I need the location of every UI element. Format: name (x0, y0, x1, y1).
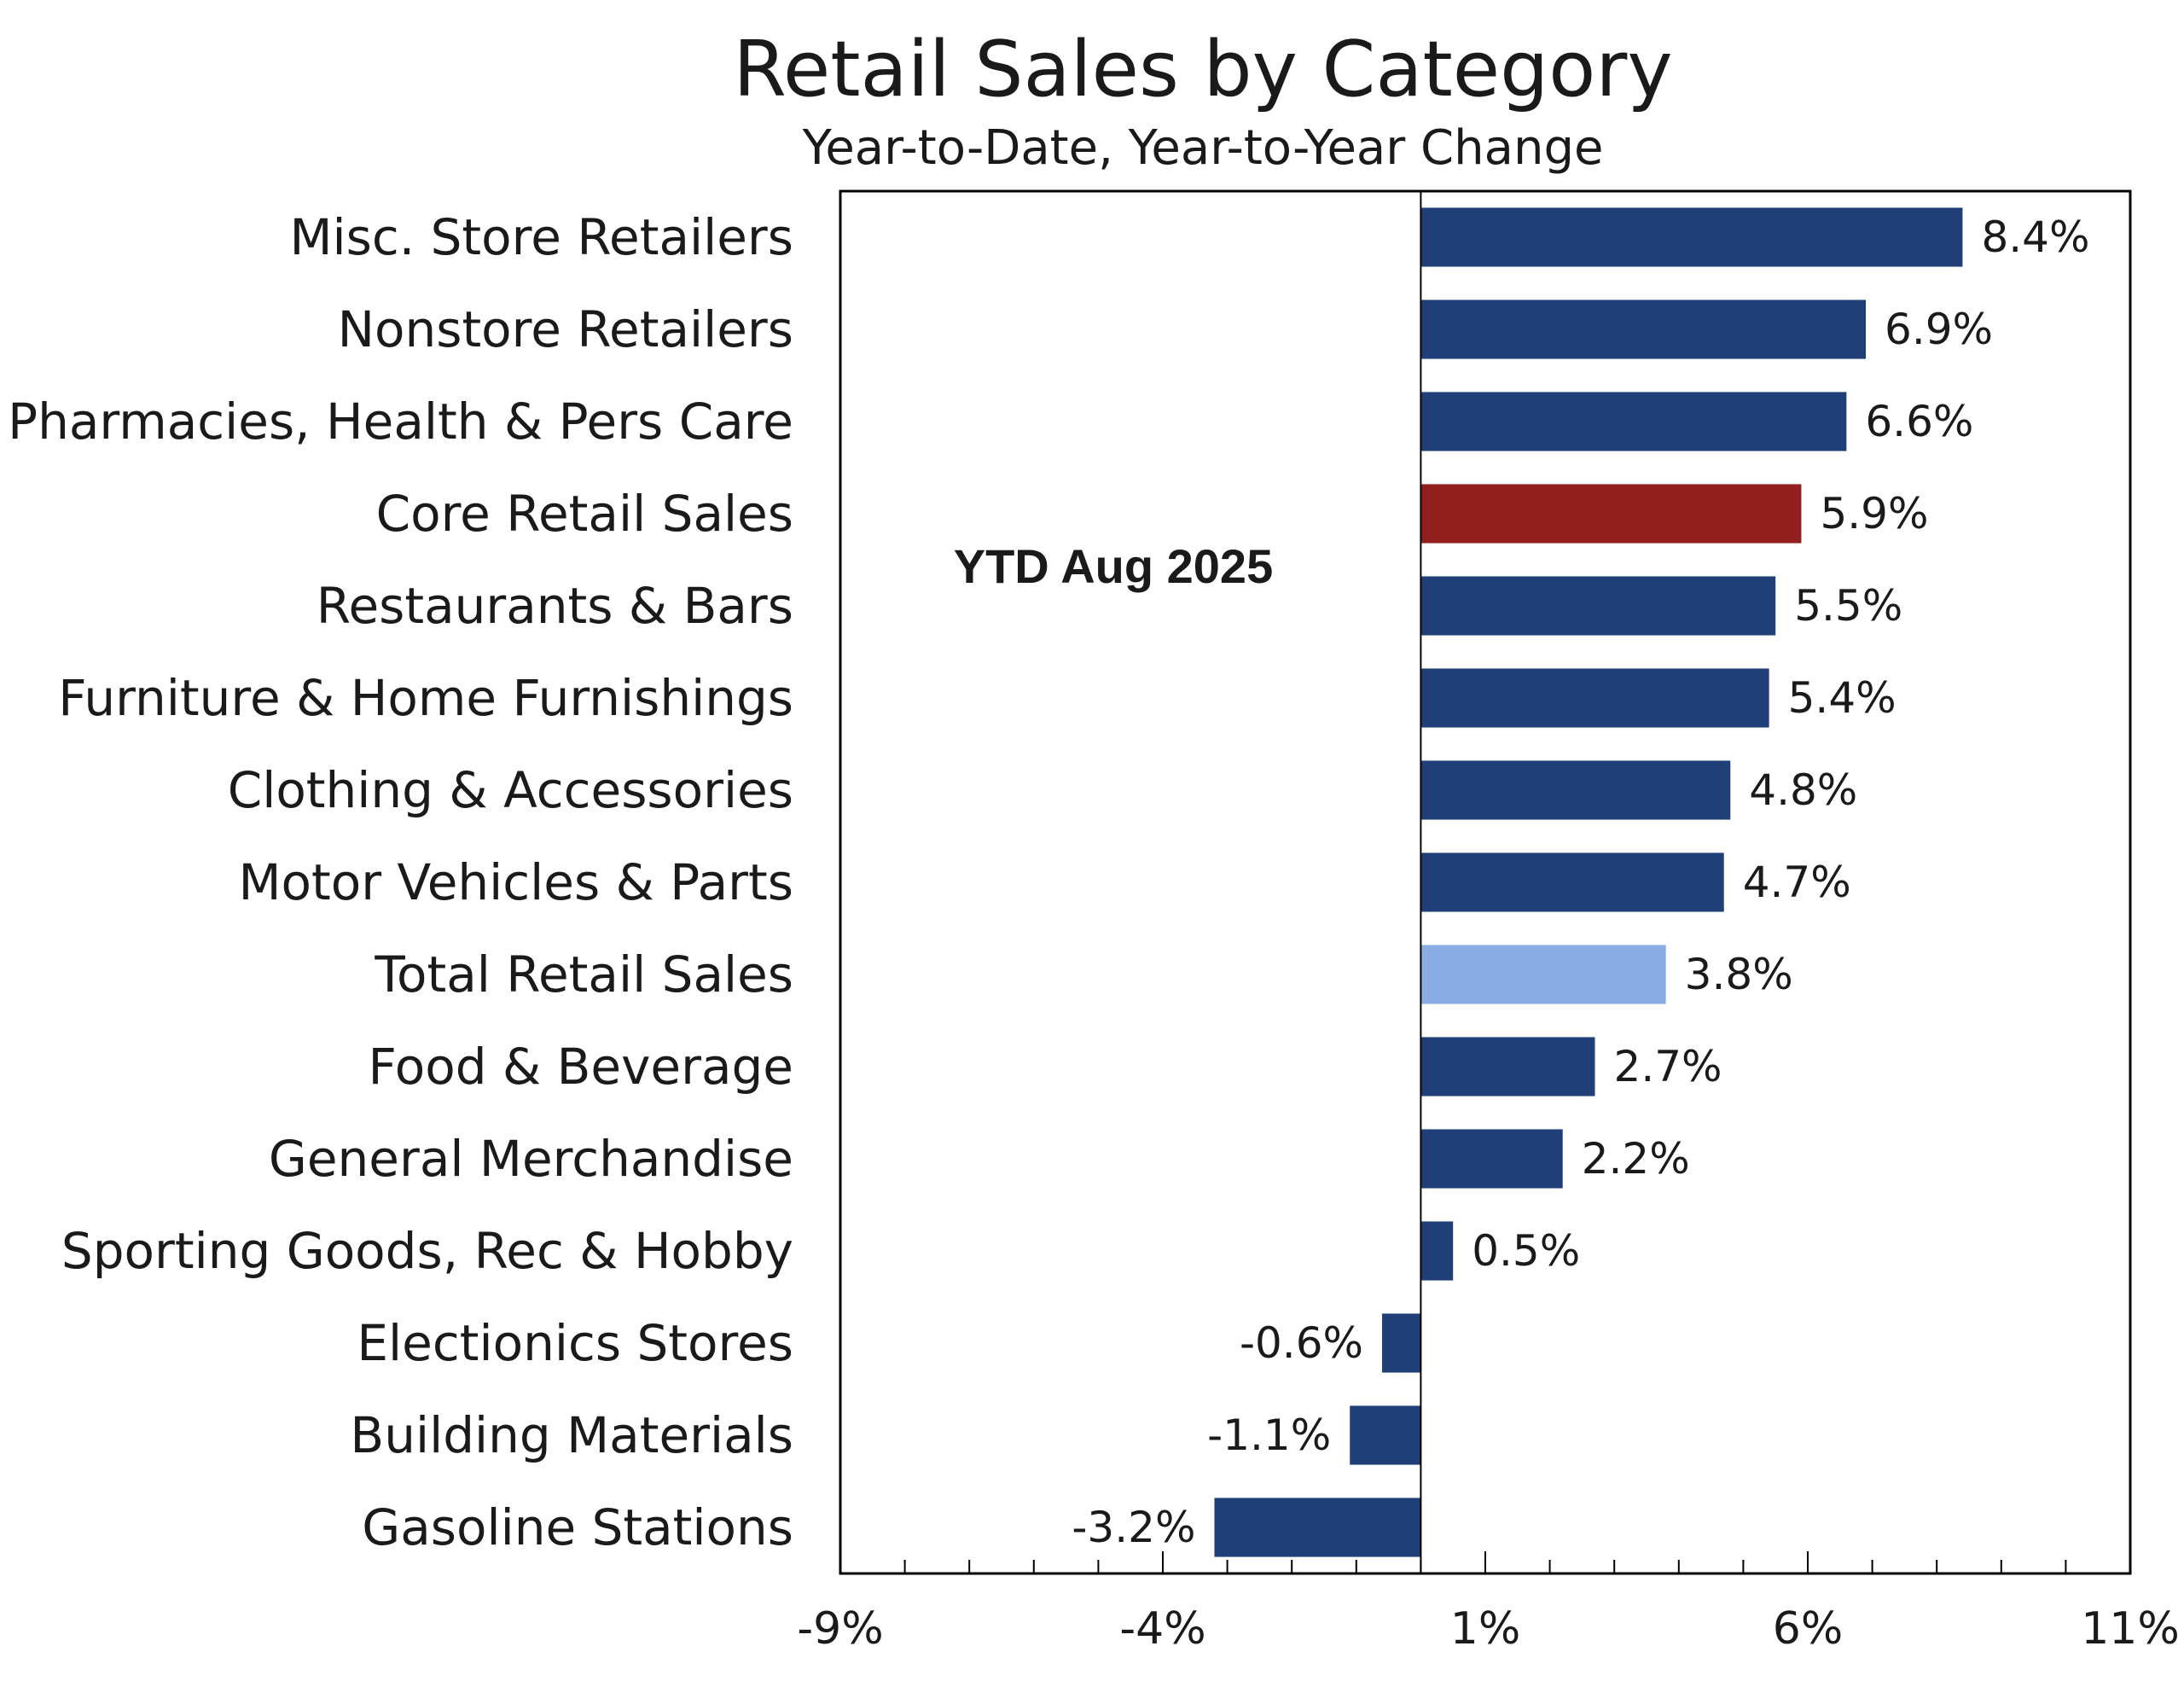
value-label-7: 4.7% (1743, 858, 1851, 907)
value-label-10: 2.2% (1582, 1134, 1690, 1184)
category-label-9: Food & Beverage (368, 1038, 793, 1096)
x-tick-label-3: 6% (1773, 1603, 1844, 1655)
chart-title: Retail Sales by Category (733, 25, 1672, 114)
category-label-14: Gasoline Stations (362, 1498, 793, 1556)
value-label-0: 8.4% (1981, 212, 2089, 262)
value-label-6: 4.8% (1749, 765, 1857, 815)
bar-4 (1420, 576, 1776, 636)
category-label-6: Clothing & Accessories (228, 761, 793, 819)
bar-2 (1420, 392, 1847, 451)
bar-11 (1420, 1221, 1454, 1281)
value-label-9: 2.7% (1614, 1042, 1722, 1091)
category-label-5: Furniture & Home Furnishings (58, 669, 793, 727)
bars-layer (1214, 207, 1963, 1557)
chart-subtitle: Year-to-Date, Year-to-Year Change (802, 120, 1604, 176)
category-label-0: Misc. Store Retailers (289, 208, 793, 266)
category-label-8: Total Retail Sales (374, 945, 793, 1003)
bar-5 (1420, 668, 1769, 728)
bar-6 (1420, 760, 1731, 820)
bar-3 (1420, 484, 1802, 544)
category-label-13: Building Materials (350, 1406, 793, 1464)
category-label-2: Pharmacies, Health & Pers Care (8, 393, 793, 451)
category-label-7: Motor Vehicles & Parts (239, 853, 794, 911)
value-label-5: 5.4% (1788, 673, 1896, 723)
value-label-11: 0.5% (1472, 1226, 1580, 1276)
bar-0 (1420, 207, 1963, 267)
value-label-14: -3.2% (1072, 1503, 1195, 1552)
value-label-1: 6.9% (1885, 305, 1993, 354)
value-label-13: -1.1% (1207, 1411, 1331, 1460)
bar-10 (1420, 1129, 1563, 1189)
category-label-11: Sporting Goods, Rec & Hobby (61, 1222, 793, 1280)
bar-14 (1214, 1498, 1421, 1557)
x-tick-label-2: 1% (1450, 1603, 1521, 1655)
value-label-2: 6.6% (1865, 397, 1973, 446)
x-tick-label-1: -4% (1119, 1603, 1205, 1655)
x-tick-label-4: 11% (2081, 1603, 2180, 1655)
bar-13 (1350, 1405, 1421, 1465)
labels-layer: Misc. Store Retailers 8.4% Nonstore Retail… (8, 208, 2089, 1556)
ytd-annotation: YTD Aug 2025 (954, 539, 1273, 593)
value-label-4: 5.5% (1794, 581, 1902, 631)
category-label-12: Electionics Stores (357, 1314, 793, 1372)
x-axis: -9% -4% 1% 6% 11% (797, 191, 2180, 1655)
value-label-3: 5.9% (1820, 489, 1928, 538)
bar-9 (1420, 1037, 1595, 1096)
category-label-1: Nonstore Retailers (338, 300, 793, 358)
bar-8 (1420, 945, 1666, 1004)
value-label-8: 3.8% (1685, 950, 1793, 999)
bar-12 (1382, 1313, 1421, 1373)
value-label-12: -0.6% (1240, 1318, 1363, 1368)
x-tick-label-0: -9% (797, 1603, 883, 1655)
category-label-3: Core Retail Sales (376, 485, 793, 543)
category-label-4: Restaurants & Bars (317, 577, 793, 635)
bar-1 (1420, 300, 1867, 359)
bar-7 (1420, 852, 1724, 912)
category-label-10: General Merchandise (269, 1130, 793, 1188)
